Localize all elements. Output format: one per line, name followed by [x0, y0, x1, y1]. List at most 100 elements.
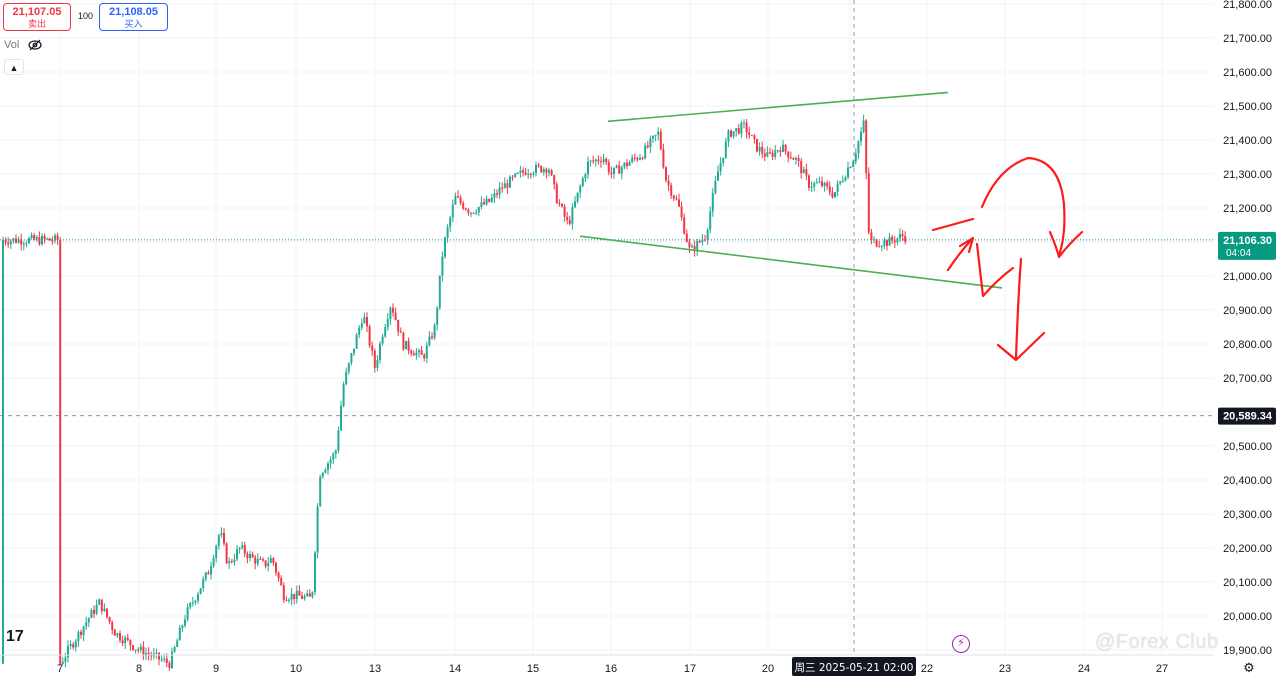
candle-body	[862, 120, 865, 132]
price-tick-label: 20,700.00	[1223, 373, 1272, 385]
candle-body	[688, 241, 691, 248]
candle-body	[831, 192, 834, 198]
candle-body	[259, 558, 262, 560]
candle-body	[7, 242, 10, 245]
candle-body	[20, 239, 23, 245]
candle-body	[116, 633, 119, 636]
candle-body	[246, 553, 249, 559]
candle-body	[522, 170, 524, 173]
candle-body	[540, 165, 543, 173]
candle-body	[100, 599, 103, 612]
candle-body	[714, 180, 717, 194]
candle-body	[33, 235, 36, 240]
candle-body	[797, 157, 800, 161]
candle-body	[381, 336, 384, 344]
time-axis[interactable]: 7 8 9 10 13 14 15 16 17 20 22 23 24 27 周三 2025-05-21 0…	[0, 654, 1214, 676]
candle-body	[225, 543, 228, 564]
candle-body	[181, 625, 184, 629]
candle-body	[880, 245, 883, 247]
candle-body	[795, 157, 797, 160]
candle-body	[756, 139, 758, 152]
price-tick-label: 20,000.00	[1223, 611, 1272, 623]
candle-body	[665, 167, 667, 181]
sell-button[interactable]: 21,107.05 卖出	[3, 3, 71, 31]
candle-body	[238, 547, 241, 550]
candle-body	[594, 159, 597, 162]
candle-body	[444, 237, 446, 257]
annotation-curve-arc[interactable]	[980, 156, 1066, 257]
candle-body	[59, 240, 62, 664]
annotation-down-arrowhead[interactable]	[1048, 230, 1084, 259]
candle-body	[828, 186, 831, 193]
candle-body	[563, 206, 566, 217]
candle-body	[236, 549, 238, 560]
candle-body	[654, 135, 657, 137]
candle-body	[189, 603, 192, 608]
candle-body	[488, 198, 491, 202]
candle-body	[519, 170, 522, 173]
candle-body	[337, 430, 340, 451]
candle-body	[186, 607, 189, 620]
candle-body	[459, 197, 462, 203]
chevron-up-icon[interactable]: ▲	[4, 59, 24, 75]
trend-lines[interactable]	[579, 91, 1003, 289]
candle-body	[199, 588, 202, 595]
crosshair-price-tag	[1218, 407, 1276, 425]
countdown-label: 04:04	[1226, 248, 1251, 259]
eye-off-icon[interactable]	[28, 38, 42, 52]
candle-body	[168, 662, 171, 668]
candle-body	[680, 206, 683, 218]
candle-body	[615, 165, 618, 168]
candle-body	[145, 653, 147, 656]
candle-body	[345, 371, 348, 385]
candle-body	[607, 162, 610, 173]
candle-body	[545, 168, 548, 173]
candle-body	[740, 122, 743, 134]
candle-body	[779, 150, 782, 152]
candle-body	[360, 323, 363, 328]
candle-body	[532, 173, 535, 175]
candle-body	[475, 212, 478, 214]
candle-body	[568, 220, 571, 224]
candle-body	[306, 593, 309, 597]
candle-body	[462, 202, 465, 209]
candle-body	[137, 649, 140, 651]
buy-button[interactable]: 21,108.05 买入	[99, 3, 168, 31]
candle-body	[280, 578, 283, 586]
candle-body	[821, 181, 823, 186]
candle-body	[64, 657, 67, 662]
volume-indicator-label[interactable]: Vol	[4, 39, 20, 51]
candle-body	[433, 324, 436, 338]
candle-body	[464, 208, 467, 210]
annotation-large-down-arrowhead[interactable]	[996, 331, 1046, 362]
candle-body	[818, 181, 821, 183]
annotation-small-down-arrow[interactable]	[975, 242, 1015, 298]
candle-body	[555, 184, 558, 204]
quantity[interactable]: 100	[78, 11, 94, 21]
lightning-icon[interactable]: ⚡	[952, 635, 970, 653]
candle-body	[852, 161, 855, 168]
candle-body	[865, 120, 868, 174]
candle-body	[327, 463, 329, 470]
candle-body	[38, 237, 41, 245]
price-tick-label: 20,400.00	[1223, 475, 1272, 487]
candle-body	[704, 239, 706, 241]
price-tick-label: 21,800.00	[1223, 0, 1272, 11]
candle-body	[171, 651, 173, 668]
candle-body	[119, 633, 121, 641]
annotation-large-down-arrow-shaft[interactable]	[1014, 257, 1023, 360]
candle-body	[106, 608, 108, 617]
candle-body	[610, 172, 613, 175]
candle-body	[745, 122, 748, 133]
candle-body	[670, 185, 673, 196]
gear-icon[interactable]: ⚙	[1243, 660, 1255, 675]
price-axis[interactable]: 19,900.00 20,000.00 20,100.00 20,200.00 20,3…	[1218, 0, 1276, 657]
annotation-ceiling[interactable]	[931, 217, 975, 232]
candle-body	[124, 637, 127, 644]
candle-body	[737, 128, 740, 134]
candle-body	[667, 180, 670, 186]
annotation-small-up-arrow[interactable]	[946, 236, 975, 272]
price-tick-label: 20,100.00	[1223, 577, 1272, 589]
red-annotations[interactable]	[931, 156, 1084, 362]
